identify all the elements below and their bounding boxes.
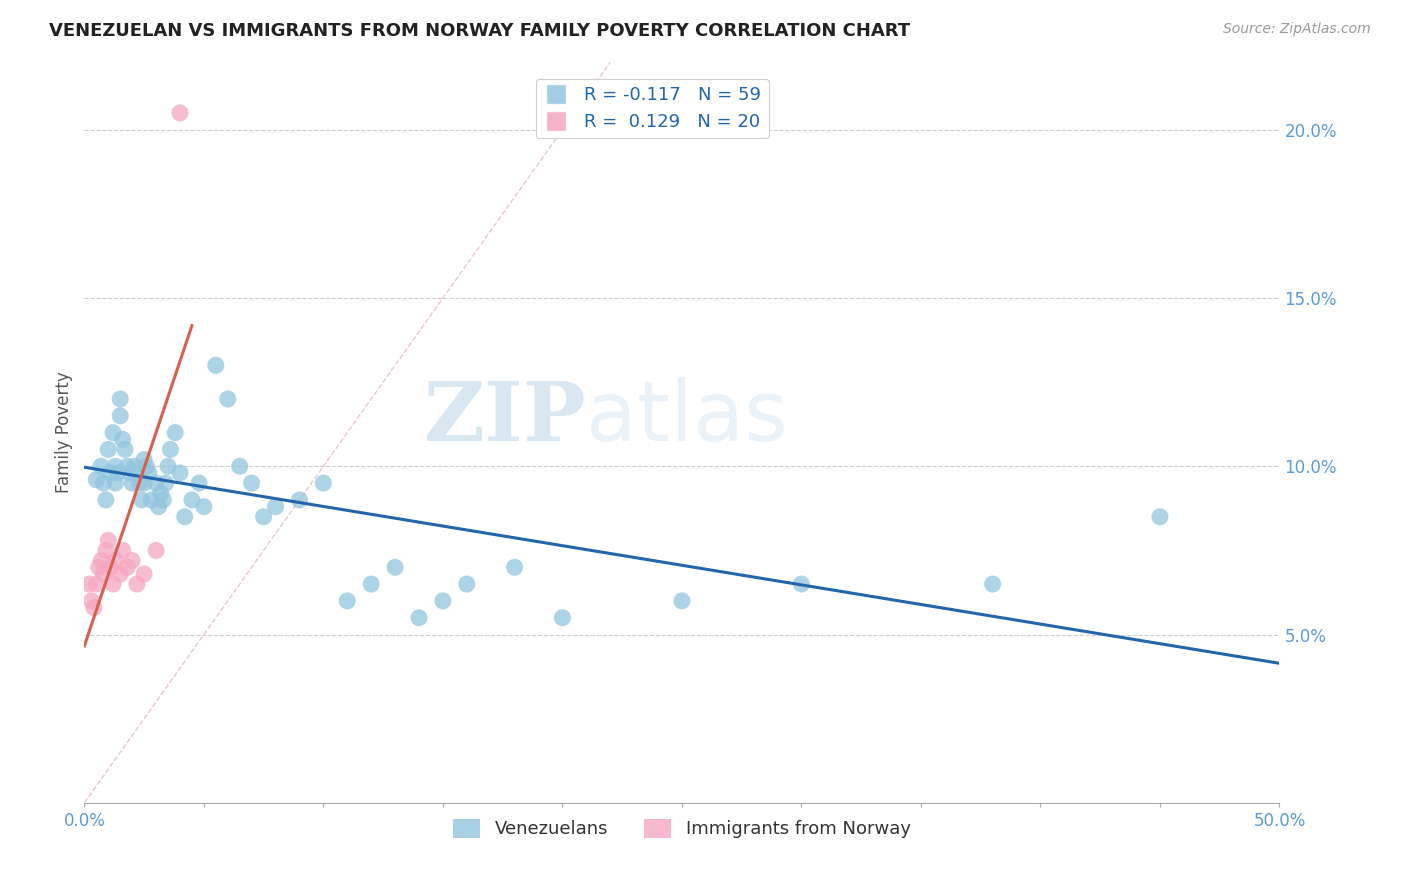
Point <box>312 476 335 491</box>
Point <box>360 577 382 591</box>
Legend: Venezuelans, Immigrants from Norway: Venezuelans, Immigrants from Norway <box>446 812 918 846</box>
Point <box>671 594 693 608</box>
Point <box>124 459 146 474</box>
Point <box>1149 509 1171 524</box>
Point <box>152 492 174 507</box>
Point <box>111 433 134 447</box>
Point <box>145 476 167 491</box>
Point <box>117 459 139 474</box>
Point <box>135 459 157 474</box>
Point <box>132 452 156 467</box>
Point <box>141 492 163 507</box>
Point <box>205 359 228 373</box>
Point <box>80 594 103 608</box>
Point <box>100 466 122 480</box>
Point <box>132 566 156 581</box>
Point <box>110 409 132 423</box>
Point <box>149 486 172 500</box>
Point <box>188 476 211 491</box>
Point <box>86 577 108 591</box>
Point <box>101 425 124 440</box>
Point <box>288 492 311 507</box>
Point <box>456 577 478 591</box>
Point <box>110 566 132 581</box>
Point <box>90 553 112 567</box>
Point <box>83 600 105 615</box>
Point <box>114 442 136 457</box>
Point <box>101 577 124 591</box>
Point <box>157 459 180 474</box>
Point <box>173 509 195 524</box>
Point <box>336 594 359 608</box>
Point <box>94 492 117 507</box>
Point <box>148 500 170 514</box>
Point <box>104 476 127 491</box>
Y-axis label: Family Poverty: Family Poverty <box>55 372 73 493</box>
Point <box>181 492 204 507</box>
Point <box>100 560 122 574</box>
Point <box>145 543 167 558</box>
Point <box>128 476 150 491</box>
Point <box>229 459 252 474</box>
Point <box>125 466 148 480</box>
Point <box>193 500 215 514</box>
Point <box>132 476 156 491</box>
Point <box>121 476 143 491</box>
Point <box>138 466 160 480</box>
Point <box>253 509 276 524</box>
Text: VENEZUELAN VS IMMIGRANTS FROM NORWAY FAMILY POVERTY CORRELATION CHART: VENEZUELAN VS IMMIGRANTS FROM NORWAY FAM… <box>49 22 910 40</box>
Point <box>97 533 120 548</box>
Point <box>111 543 134 558</box>
Point <box>121 553 143 567</box>
Point <box>104 459 127 474</box>
Point <box>86 473 108 487</box>
Point <box>104 553 127 567</box>
Point <box>981 577 1004 591</box>
Point <box>165 425 187 440</box>
Point <box>551 610 574 624</box>
Point <box>118 466 141 480</box>
Point <box>240 476 263 491</box>
Point <box>77 577 100 591</box>
Point <box>94 543 117 558</box>
Point <box>217 392 239 406</box>
Point <box>432 594 454 608</box>
Point <box>169 466 191 480</box>
Text: Source: ZipAtlas.com: Source: ZipAtlas.com <box>1223 22 1371 37</box>
Point <box>110 392 132 406</box>
Point <box>159 442 181 457</box>
Point <box>87 560 110 574</box>
Point <box>169 106 191 120</box>
Point <box>131 492 153 507</box>
Point <box>93 476 115 491</box>
Point <box>125 577 148 591</box>
Text: atlas: atlas <box>586 377 787 458</box>
Point <box>384 560 406 574</box>
Point <box>155 476 177 491</box>
Point <box>93 566 115 581</box>
Point <box>408 610 430 624</box>
Point <box>790 577 813 591</box>
Point <box>90 459 112 474</box>
Point <box>264 500 287 514</box>
Point <box>117 560 139 574</box>
Point <box>107 466 129 480</box>
Point <box>97 442 120 457</box>
Text: ZIP: ZIP <box>423 378 586 458</box>
Point <box>503 560 526 574</box>
